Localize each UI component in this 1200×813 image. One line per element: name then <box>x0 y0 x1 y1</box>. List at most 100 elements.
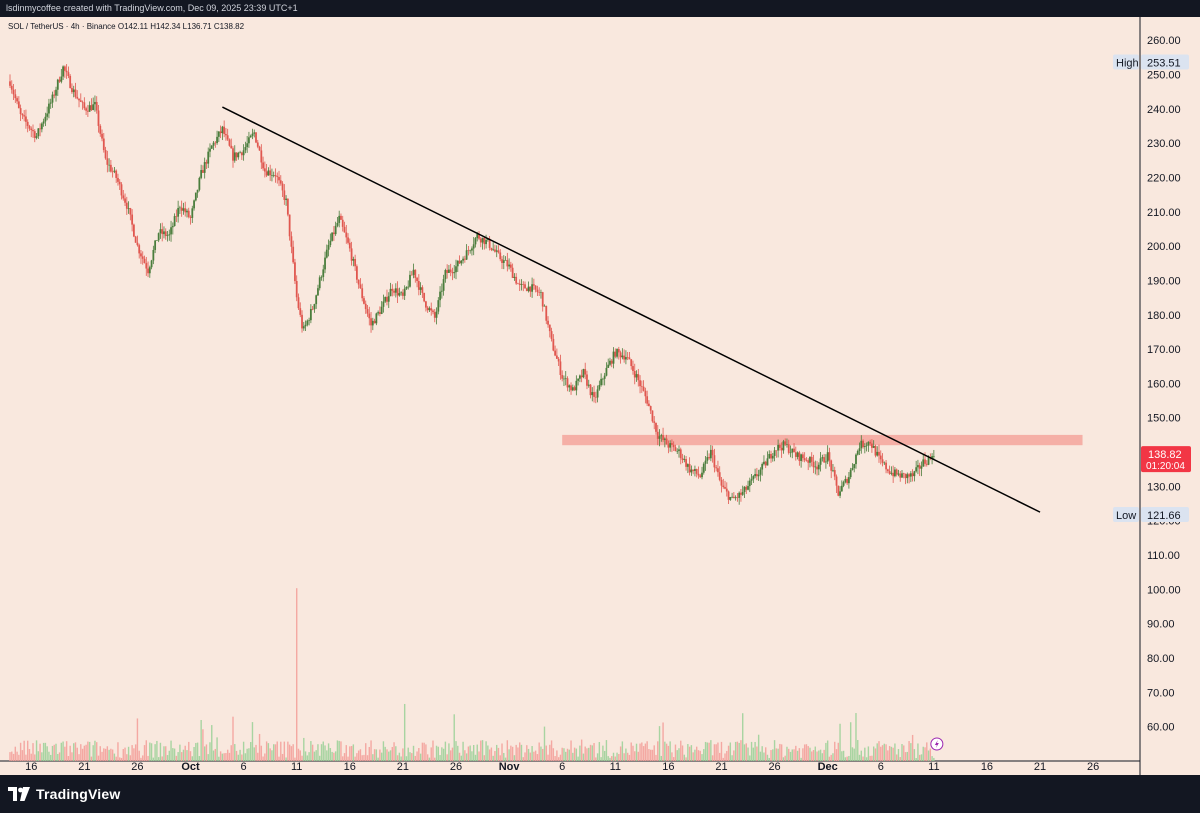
candle-body[interactable] <box>699 475 702 478</box>
candle-body[interactable] <box>722 485 725 488</box>
candle-body[interactable] <box>860 440 863 449</box>
candle-body[interactable] <box>513 276 516 278</box>
candle-body[interactable] <box>757 474 760 477</box>
candle-body[interactable] <box>711 449 714 456</box>
candle-body[interactable] <box>794 452 797 457</box>
candle-body[interactable] <box>233 152 236 161</box>
candle-body[interactable] <box>874 445 877 456</box>
candle-body[interactable] <box>623 355 626 360</box>
candle-body[interactable] <box>51 94 54 103</box>
candle-body[interactable] <box>729 496 732 500</box>
candle-body[interactable] <box>217 131 220 137</box>
candle-body[interactable] <box>138 245 141 254</box>
candle-body[interactable] <box>430 308 433 311</box>
candle-body[interactable] <box>488 238 491 248</box>
candle-body[interactable] <box>127 208 130 209</box>
candle-body[interactable] <box>288 214 291 237</box>
candle-body[interactable] <box>182 208 185 211</box>
candle-body[interactable] <box>148 267 151 274</box>
candle-body[interactable] <box>216 136 218 144</box>
candle-body[interactable] <box>175 216 178 217</box>
candle-body[interactable] <box>256 142 259 147</box>
candle-body[interactable] <box>90 105 93 111</box>
candle-body[interactable] <box>366 309 369 314</box>
candle-body[interactable] <box>166 235 169 237</box>
candle-body[interactable] <box>202 170 204 173</box>
candle-body[interactable] <box>272 175 275 176</box>
candle-body[interactable] <box>251 133 254 136</box>
candle-body[interactable] <box>531 284 534 292</box>
candle-body[interactable] <box>564 378 567 379</box>
candle-body[interactable] <box>154 240 157 250</box>
candle-body[interactable] <box>605 367 608 376</box>
candle-body[interactable] <box>731 496 733 498</box>
candle-body[interactable] <box>658 436 661 439</box>
candle-body[interactable] <box>534 285 537 290</box>
candle-body[interactable] <box>548 324 551 332</box>
candle-body[interactable] <box>674 447 677 452</box>
candle-body[interactable] <box>336 222 339 226</box>
candle-body[interactable] <box>593 392 595 397</box>
candle-body[interactable] <box>235 152 238 158</box>
candle-body[interactable] <box>692 469 695 471</box>
candle-body[interactable] <box>387 296 390 302</box>
candle-body[interactable] <box>279 180 282 184</box>
candle-body[interactable] <box>248 137 250 144</box>
candle-body[interactable] <box>775 450 778 451</box>
candle-body[interactable] <box>449 269 452 272</box>
candle-body[interactable] <box>527 286 530 292</box>
candle-body[interactable] <box>509 264 512 268</box>
candle-body[interactable] <box>44 116 47 122</box>
candle-body[interactable] <box>368 313 371 319</box>
candle-body[interactable] <box>671 443 673 445</box>
candle-body[interactable] <box>768 454 771 459</box>
candle-body[interactable] <box>205 162 208 164</box>
candle-body[interactable] <box>212 142 215 146</box>
candle-body[interactable] <box>840 485 843 492</box>
candle-body[interactable] <box>502 260 505 263</box>
candle-body[interactable] <box>924 459 926 464</box>
candle-body[interactable] <box>676 450 679 452</box>
candle-body[interactable] <box>104 150 107 159</box>
candle-body[interactable] <box>672 444 675 448</box>
candle-body[interactable] <box>72 89 75 93</box>
candle-body[interactable] <box>793 448 795 453</box>
candle-body[interactable] <box>888 471 891 474</box>
candle-body[interactable] <box>334 225 337 235</box>
candle-body[interactable] <box>669 443 672 448</box>
candle-body[interactable] <box>396 288 399 296</box>
candle-body[interactable] <box>555 355 558 359</box>
candle-body[interactable] <box>412 269 415 275</box>
candle-body[interactable] <box>155 240 158 241</box>
candle-body[interactable] <box>508 264 510 267</box>
candle-body[interactable] <box>393 290 395 293</box>
candle-body[interactable] <box>872 445 875 448</box>
candle-body[interactable] <box>557 358 560 362</box>
candle-body[interactable] <box>456 260 459 267</box>
candle-body[interactable] <box>134 236 137 243</box>
candle-body[interactable] <box>901 473 903 478</box>
candle-body[interactable] <box>285 198 287 200</box>
candle-body[interactable] <box>78 98 80 101</box>
candle-body[interactable] <box>299 308 302 315</box>
candle-body[interactable] <box>294 262 296 282</box>
candle-body[interactable] <box>720 479 723 486</box>
candle-body[interactable] <box>308 320 311 321</box>
candle-body[interactable] <box>816 466 818 470</box>
candle-body[interactable] <box>42 121 45 124</box>
candle-body[interactable] <box>451 271 454 274</box>
candle-body[interactable] <box>754 474 757 477</box>
candle-body[interactable] <box>706 457 709 461</box>
candle-body[interactable] <box>752 476 755 480</box>
candle-body[interactable] <box>313 304 316 310</box>
candle-body[interactable] <box>140 253 142 257</box>
candle-body[interactable] <box>177 207 180 217</box>
candle-body[interactable] <box>432 310 434 313</box>
candle-body[interactable] <box>633 371 636 378</box>
candle-body[interactable] <box>419 287 422 290</box>
candle-body[interactable] <box>402 292 404 296</box>
candle-body[interactable] <box>625 357 627 360</box>
candle-body[interactable] <box>255 132 257 143</box>
candle-body[interactable] <box>48 103 50 114</box>
candle-body[interactable] <box>113 170 116 172</box>
